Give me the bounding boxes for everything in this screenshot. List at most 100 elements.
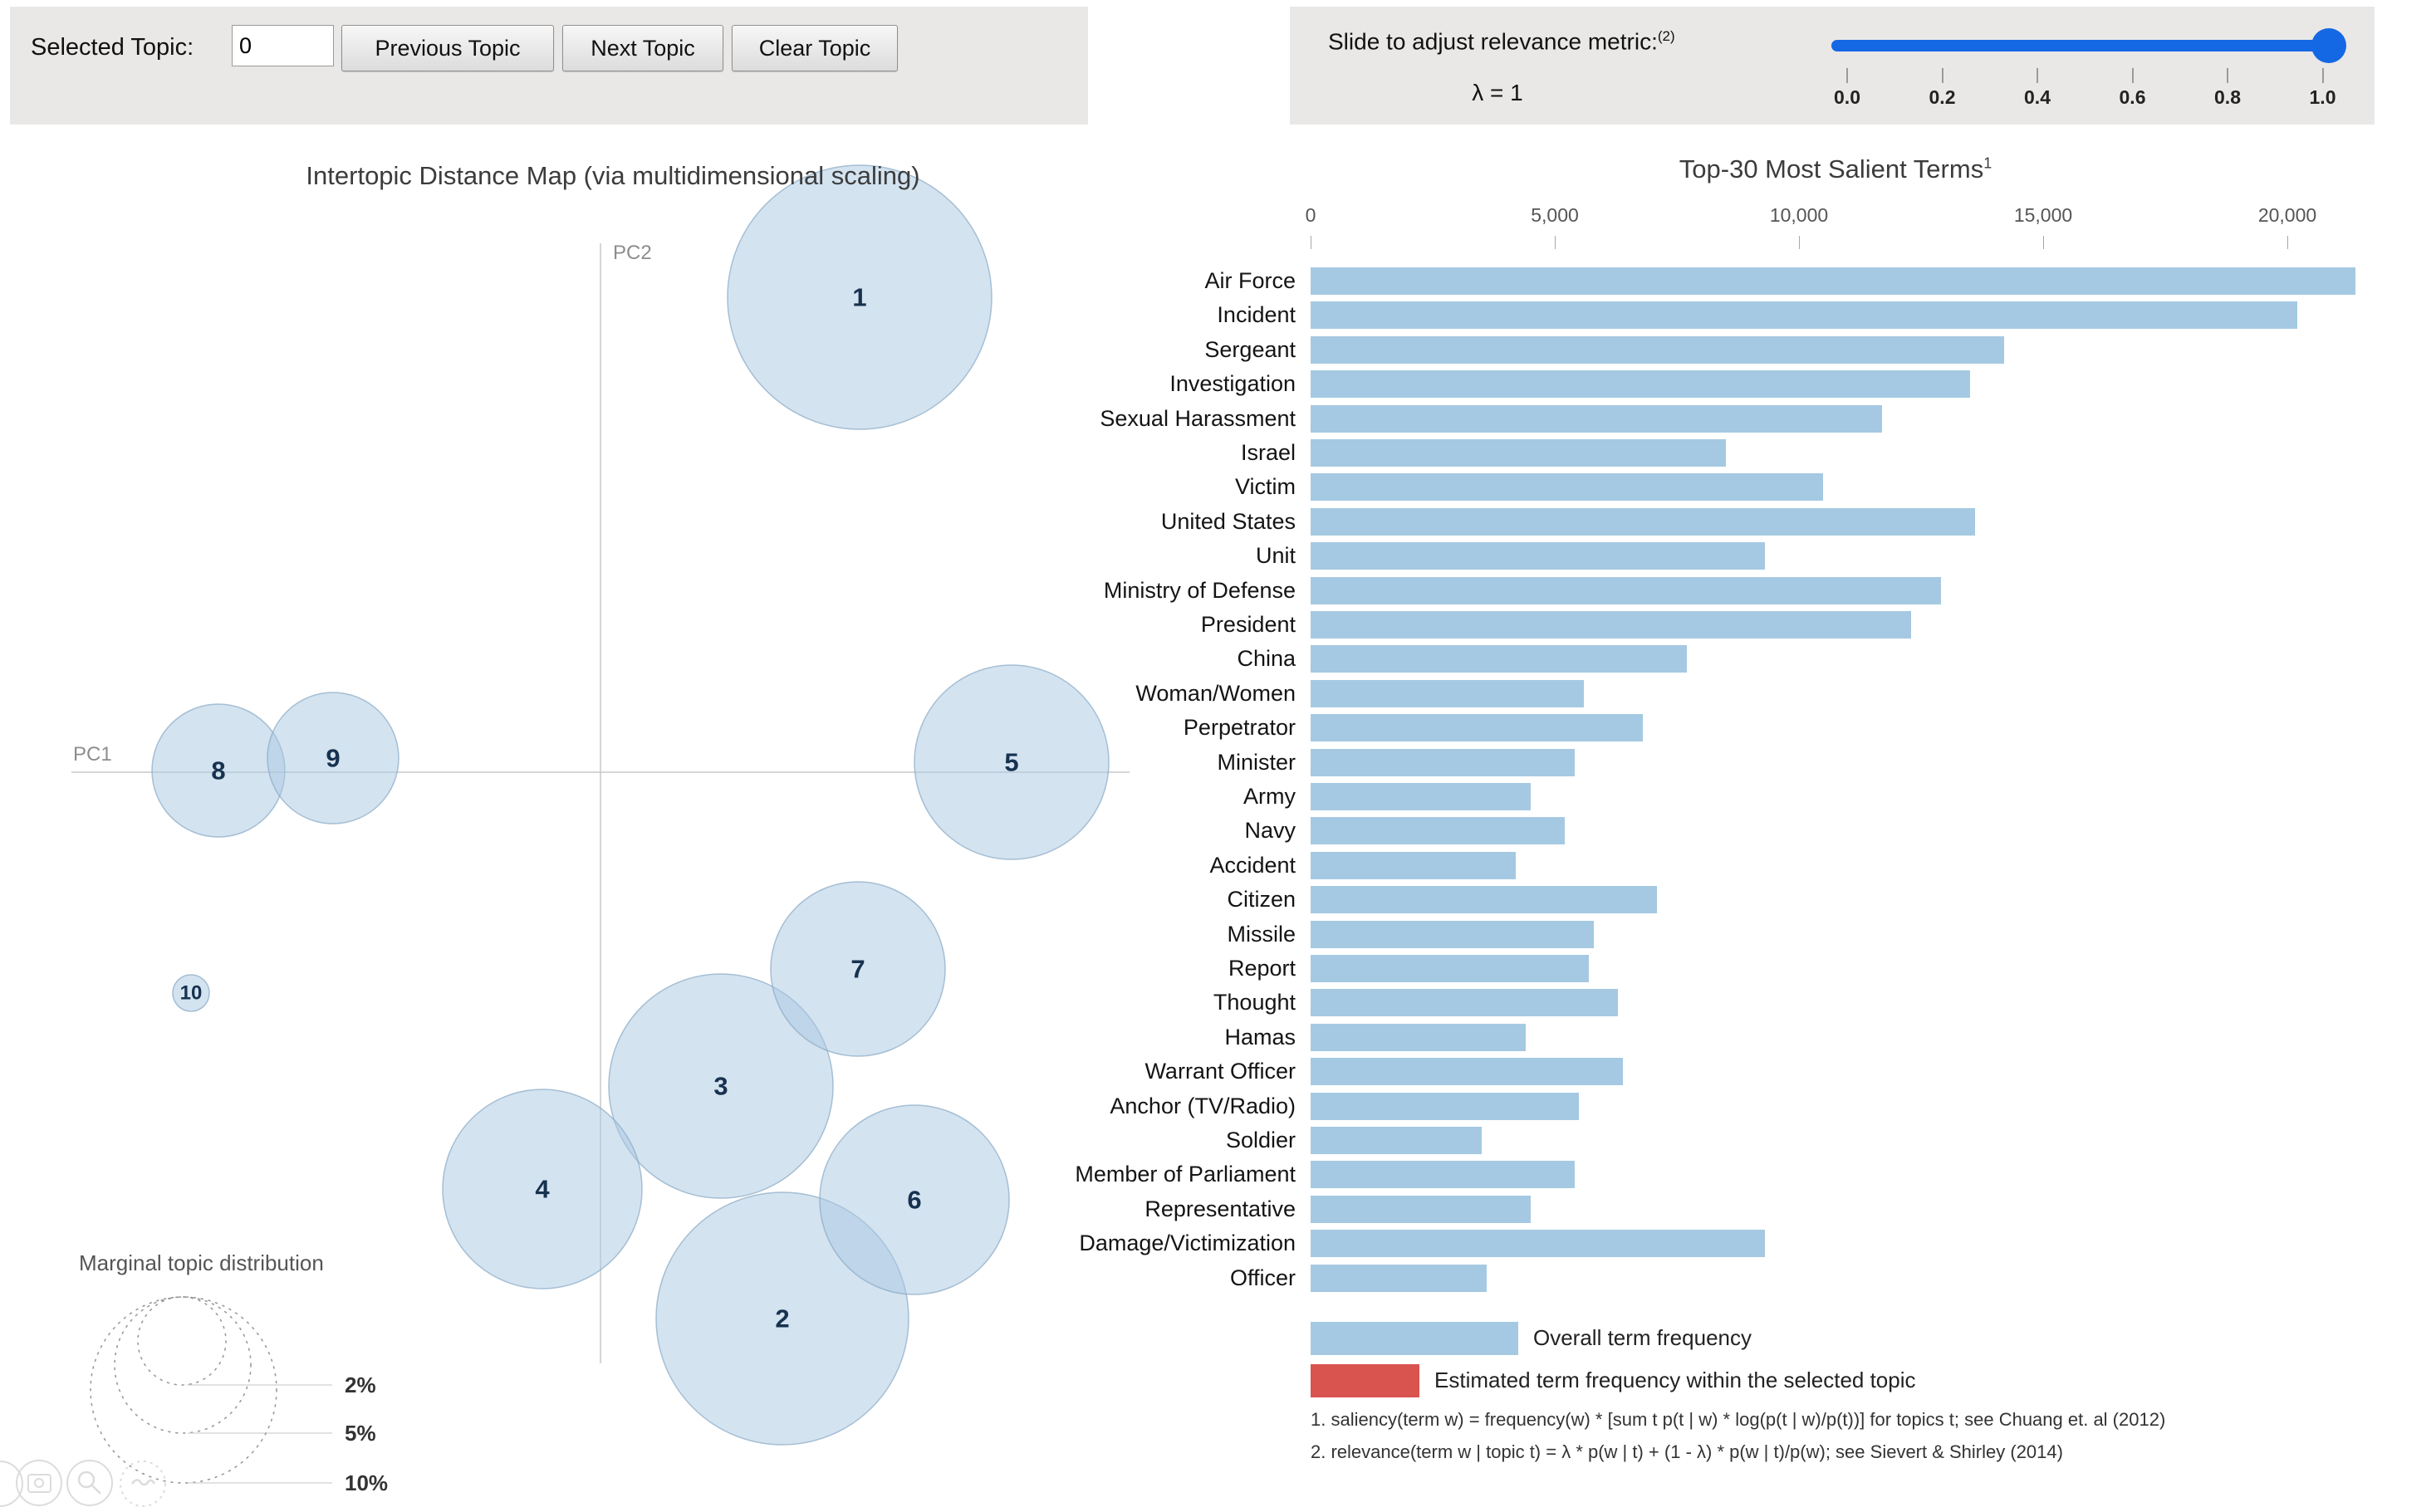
- topic-bubble-5[interactable]: [914, 664, 1110, 860]
- selected-topic-input[interactable]: [232, 25, 334, 66]
- term-frequency-bar[interactable]: [1311, 404, 1882, 433]
- term-frequency-bar[interactable]: [1311, 679, 1585, 707]
- term-frequency-bar[interactable]: [1311, 1092, 1580, 1120]
- term-frequency-bar[interactable]: [1311, 335, 2004, 364]
- term-label[interactable]: Missile: [1227, 921, 1296, 947]
- relevance-slider-thumb[interactable]: [2311, 28, 2346, 63]
- x-axis-tick-label: 15,000: [2013, 204, 2073, 226]
- selected-topic-label: Selected Topic:: [31, 34, 194, 61]
- term-label[interactable]: Minister: [1217, 749, 1296, 775]
- topic-bubble-7[interactable]: [770, 881, 946, 1057]
- topic-controls-panel: Selected Topic: Previous Topic Next Topi…: [10, 7, 1088, 125]
- term-frequency-bar[interactable]: [1311, 783, 1531, 810]
- term-frequency-bar[interactable]: [1311, 1264, 1487, 1292]
- term-label[interactable]: Citizen: [1227, 887, 1296, 913]
- term-frequency-bar[interactable]: [1311, 267, 2356, 295]
- term-label[interactable]: China: [1237, 646, 1296, 672]
- topic-bubble-9[interactable]: [267, 692, 399, 825]
- relevance-slider-track[interactable]: [1831, 28, 2346, 63]
- term-label[interactable]: United States: [1160, 508, 1296, 534]
- term-frequency-bar[interactable]: [1311, 748, 1575, 776]
- term-frequency-bar[interactable]: [1311, 542, 1765, 570]
- term-frequency-bar[interactable]: [1311, 817, 1565, 845]
- term-label[interactable]: Report: [1228, 956, 1296, 981]
- term-frequency-bar[interactable]: [1311, 370, 1970, 399]
- term-label[interactable]: Incident: [1217, 302, 1296, 328]
- term-row: Victim: [747, 473, 2434, 502]
- term-label[interactable]: Thought: [1213, 990, 1296, 1015]
- term-label[interactable]: Victim: [1234, 474, 1296, 500]
- term-row: Unit: [747, 542, 2434, 570]
- term-frequency-bar[interactable]: [1311, 920, 1595, 948]
- topic-bubble-4[interactable]: [442, 1089, 643, 1289]
- term-frequency-bar[interactable]: [1311, 645, 1687, 673]
- term-frequency-bar[interactable]: [1311, 576, 1941, 604]
- term-frequency-bar[interactable]: [1311, 989, 1619, 1017]
- term-frequency-bar[interactable]: [1311, 886, 1658, 914]
- term-frequency-bar[interactable]: [1311, 1230, 1765, 1258]
- camera-icon[interactable]: [16, 1460, 62, 1506]
- topic-bubble-1[interactable]: [727, 164, 993, 430]
- term-label[interactable]: Representative: [1144, 1196, 1296, 1221]
- topic-bubble-3[interactable]: [608, 973, 834, 1199]
- slider-tick-label: 0.8: [2214, 86, 2241, 108]
- term-label[interactable]: Soldier: [1225, 1128, 1296, 1152]
- lambda-value-label: λ = 1: [1472, 80, 1523, 105]
- term-label[interactable]: Woman/Women: [1135, 680, 1296, 706]
- slider-tick: [1941, 68, 1943, 83]
- term-row: Citizen: [747, 886, 2434, 914]
- term-label[interactable]: Ministry of Defense: [1103, 577, 1296, 603]
- term-frequency-bar[interactable]: [1311, 507, 1975, 536]
- term-label[interactable]: Warrant Officer: [1144, 1059, 1296, 1084]
- term-row: Thought: [747, 989, 2434, 1017]
- term-frequency-bar[interactable]: [1311, 714, 1643, 742]
- x-axis-tick-mark: [2043, 236, 2044, 249]
- term-row: Damage/Victimization: [747, 1230, 2434, 1258]
- term-frequency-bar[interactable]: [1311, 1058, 1624, 1086]
- term-frequency-bar[interactable]: [1311, 1127, 1482, 1154]
- previous-topic-button[interactable]: Previous Topic: [341, 25, 554, 71]
- term-label[interactable]: Israel: [1240, 440, 1296, 465]
- term-frequency-bar[interactable]: [1311, 1023, 1526, 1051]
- term-frequency-bar[interactable]: [1311, 439, 1726, 467]
- term-frequency-bar[interactable]: [1311, 473, 1824, 502]
- term-label[interactable]: Sergeant: [1204, 336, 1296, 362]
- term-frequency-bar[interactable]: [1311, 1161, 1575, 1189]
- term-label[interactable]: Officer: [1229, 1265, 1296, 1290]
- topic-bubble-10[interactable]: [172, 974, 210, 1012]
- topic-bubble-number: 4: [535, 1175, 550, 1204]
- term-frequency-bar[interactable]: [1311, 955, 1590, 982]
- term-label[interactable]: Accident: [1209, 852, 1296, 878]
- topic-bubble-number: 5: [1004, 748, 1018, 777]
- term-row: Sexual Harassment: [747, 404, 2434, 433]
- term-label[interactable]: Army: [1243, 784, 1296, 809]
- term-frequency-bar[interactable]: [1311, 611, 1912, 639]
- term-label[interactable]: Member of Parliament: [1075, 1162, 1296, 1187]
- term-label[interactable]: Investigation: [1169, 371, 1296, 397]
- slider-tick-label: 1.0: [2309, 86, 2336, 108]
- term-label[interactable]: Hamas: [1224, 1024, 1296, 1050]
- scribble-icon[interactable]: [120, 1461, 166, 1507]
- topic-bubble-number: 9: [326, 744, 340, 773]
- term-label[interactable]: Perpetrator: [1183, 715, 1296, 741]
- term-frequency-bar[interactable]: [1311, 1195, 1531, 1223]
- term-frequency-bar[interactable]: [1311, 851, 1516, 879]
- term-row: Ministry of Defense: [747, 576, 2434, 604]
- partial-circle-icon[interactable]: [0, 1461, 23, 1507]
- term-row: Perpetrator: [747, 714, 2434, 742]
- topic-bubble-6[interactable]: [819, 1104, 1010, 1295]
- scribble-icon-stroke: [131, 1479, 156, 1486]
- next-topic-button[interactable]: Next Topic: [562, 25, 723, 71]
- magnifier-icon[interactable]: [66, 1460, 113, 1506]
- term-label[interactable]: Damage/Victimization: [1079, 1231, 1296, 1256]
- term-label[interactable]: Sexual Harassment: [1100, 405, 1296, 431]
- term-label[interactable]: Air Force: [1204, 268, 1296, 293]
- term-label[interactable]: Navy: [1244, 818, 1296, 844]
- topic-bubble-number: 8: [211, 756, 225, 785]
- term-frequency-bar[interactable]: [1311, 301, 2297, 330]
- term-label[interactable]: Anchor (TV/Radio): [1110, 1093, 1296, 1118]
- term-label[interactable]: President: [1200, 612, 1296, 637]
- term-label[interactable]: Unit: [1255, 543, 1296, 569]
- clear-topic-button[interactable]: Clear Topic: [732, 25, 898, 71]
- term-row: Investigation: [747, 370, 2434, 399]
